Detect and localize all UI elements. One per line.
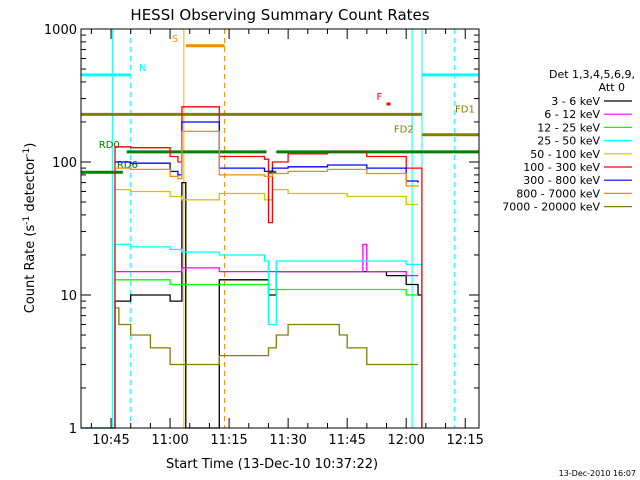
flag-label-s: S [172, 34, 178, 45]
legend-label-3: 12 - 25 keV [537, 121, 600, 134]
legend-header-1: Det 1,3,4,5,6,9, [549, 68, 635, 81]
y-axis-label-mid: detector [23, 156, 38, 216]
legend-label-4: 25 - 50 keV [537, 135, 600, 148]
y-tick-label-4: 1000 [44, 23, 77, 38]
x-tick-label-5: 11:45 [328, 433, 365, 448]
y-axis-label-close: ) [23, 143, 38, 148]
flag-label-fd1: FD1 [455, 104, 475, 115]
series-line-6 [112, 106, 423, 429]
legend-header-2: Att 0 [599, 81, 625, 94]
series-line-1 [81, 181, 423, 429]
legend-label-1: 3 - 6 keV [551, 95, 600, 108]
series-line-9 [115, 307, 418, 366]
flag-label-f: F [377, 92, 383, 103]
series-line-5 [115, 188, 418, 206]
footer-timestamp: 13-Dec-2010 16:07 [559, 469, 636, 478]
legend-label-5: 50 - 100 keV [530, 148, 600, 161]
plot-frame [80, 28, 480, 429]
series-line-3 [115, 279, 418, 296]
flag-label-n: N [139, 63, 146, 74]
legend-label-9: 7000 - 20000 keV [502, 201, 600, 214]
y-axis-label-main: Count Rate (s [23, 225, 38, 314]
x-axis-label: Start Time (13-Dec-10 10:37:22) [166, 457, 378, 472]
series-line-8 [115, 130, 419, 187]
y-tick-label-2: 10 [60, 289, 77, 304]
legend-label-7: 300 - 800 keV [523, 174, 600, 187]
x-tick-label-6: 12:00 [387, 433, 424, 448]
flag-label-fd2: FD2 [394, 125, 414, 136]
chart-title: HESSI Observing Summary Count Rates [130, 6, 429, 24]
y-axis-label-sup-1: -1 [22, 216, 32, 225]
legend-label-6: 100 - 300 keV [523, 161, 600, 174]
x-tick-label-1: 10:45 [92, 433, 129, 448]
x-tick-label-4: 11:30 [269, 433, 306, 448]
legend-label-2: 6 - 12 keV [544, 108, 600, 121]
y-tick-label-1: 1 [69, 422, 77, 437]
y-tick-label-3: 100 [52, 156, 77, 171]
series-line-4 [81, 243, 423, 429]
y-axis-label: Count Rate (s-1 detector-1) [22, 143, 38, 314]
flag-label-rd0: RD0 [99, 140, 120, 151]
y-axis-label-sup-2: -1 [22, 148, 32, 157]
x-tick-label-3: 11:15 [210, 433, 247, 448]
series-line-2 [115, 243, 418, 277]
x-tick-label-2: 11:00 [151, 433, 188, 448]
legend-label-8: 800 - 7000 keV [516, 187, 600, 200]
x-tick-label-7: 12:15 [446, 433, 483, 448]
flag-label-rd6: RD6 [117, 160, 138, 171]
